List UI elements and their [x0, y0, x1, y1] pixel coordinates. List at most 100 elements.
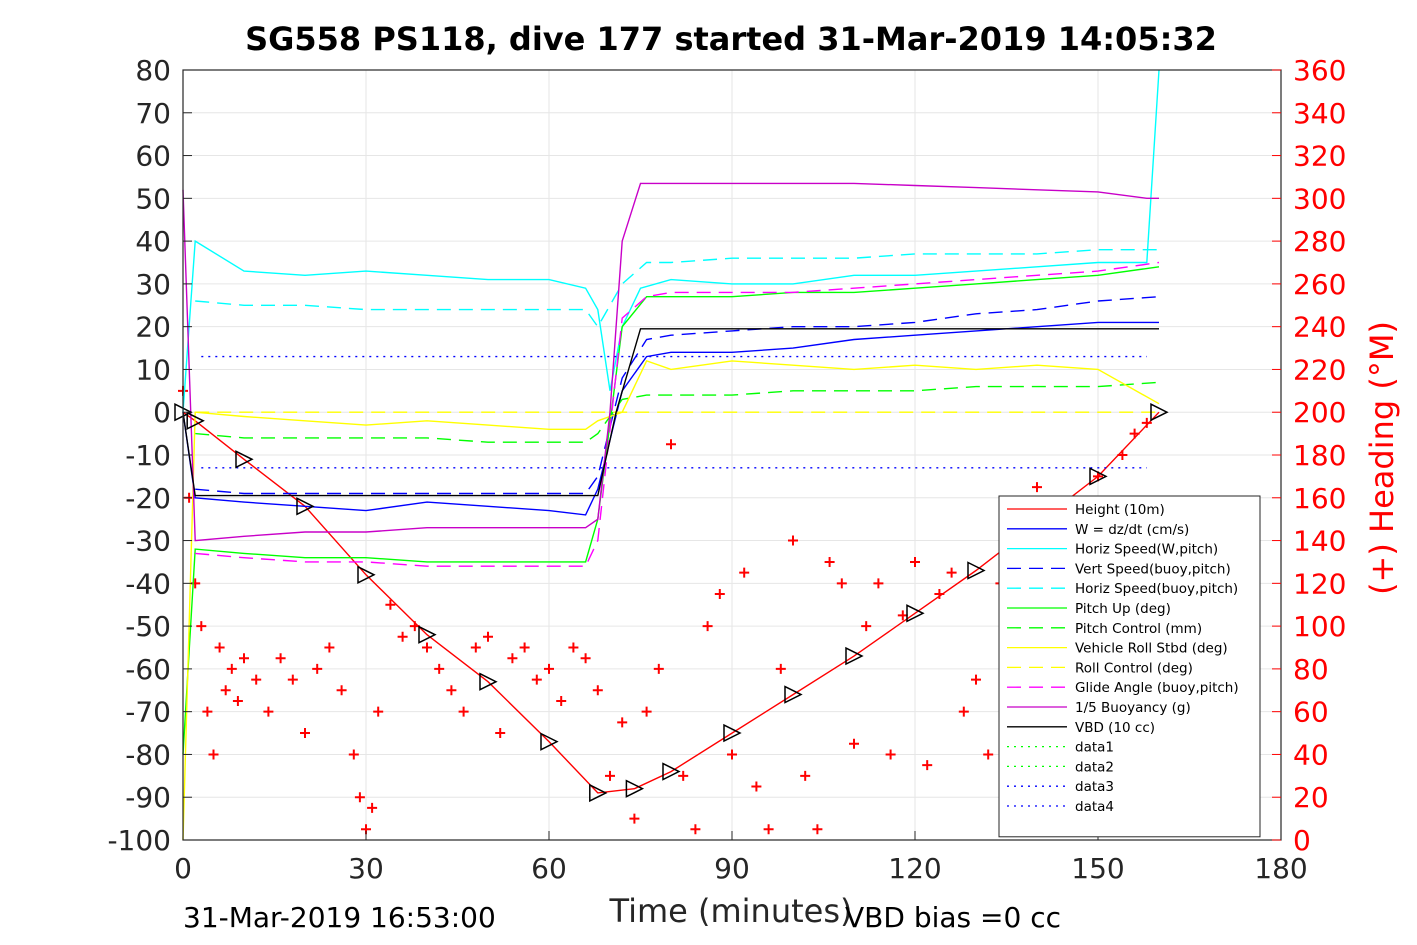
heading-marker — [971, 674, 981, 685]
legend-entry: Horiz Speed(W,pitch) — [1075, 542, 1218, 558]
y-right-tick-label: 100 — [1293, 610, 1346, 643]
y-tick-label: -80 — [125, 738, 171, 771]
heading-marker — [287, 674, 298, 685]
legend-entry: Pitch Up (deg) — [1075, 601, 1171, 617]
heading-marker — [800, 770, 811, 781]
heading-marker — [763, 824, 774, 835]
y-right-tick-label: 240 — [1293, 311, 1346, 344]
depth-marker — [625, 779, 645, 798]
heading-marker — [946, 567, 957, 578]
heading-marker — [220, 685, 231, 696]
legend-entry: 1/5 Buoyancy (g) — [1075, 700, 1191, 716]
heading-marker — [232, 695, 243, 706]
y-axis-right: 3603403203002802602402202001801601401201… — [1272, 54, 1346, 857]
legend-entry: Vehicle Roll Stbd (deg) — [1075, 641, 1228, 657]
y-tick-label: -30 — [125, 525, 171, 558]
y-right-tick-label: 60 — [1293, 696, 1329, 729]
footer-timestamp: 31-Mar-2019 16:53:00 — [183, 901, 496, 934]
heading-marker — [922, 760, 933, 771]
heading-marker — [275, 653, 286, 664]
heading-marker — [702, 621, 713, 632]
y-tick-label: 50 — [135, 182, 171, 215]
heading-marker — [641, 706, 652, 717]
heading-marker — [897, 610, 908, 621]
series-line — [182, 182, 1159, 542]
y-tick-label: -90 — [125, 781, 171, 814]
y-tick-label: -70 — [125, 696, 171, 729]
y-axis-left: 80 70 60 50 40 30 20 10 0 -10 -20 -30 -40 -50 -60 -70 -8… — [107, 54, 192, 857]
heading-marker — [739, 567, 750, 578]
heading-marker — [422, 642, 432, 653]
heading-marker — [208, 749, 219, 760]
heading-marker — [196, 621, 207, 632]
heading-marker — [446, 685, 457, 696]
heading-marker — [556, 695, 567, 706]
x-axis-label: Time (minutes) — [609, 892, 853, 930]
heading-marker — [324, 642, 335, 653]
heading-marker — [519, 642, 530, 653]
heading-marker — [458, 706, 469, 717]
depth-marker — [186, 411, 205, 430]
y-right-tick-label: 180 — [1293, 439, 1346, 472]
depth-marker — [906, 604, 925, 623]
y-tick-label: 80 — [135, 54, 171, 87]
y-tick-label: 70 — [135, 97, 171, 130]
depth-marker — [967, 561, 986, 580]
y-tick-label: 0 — [153, 396, 171, 429]
heading-marker — [312, 663, 323, 674]
y-right-tick-label: 140 — [1293, 525, 1346, 558]
heading-marker — [812, 824, 823, 835]
heading-marker — [373, 706, 384, 717]
depth-marker — [784, 685, 803, 704]
heading-marker — [885, 749, 896, 760]
legend-entry: data4 — [1075, 799, 1114, 815]
legend-entry: VBD (10 cc) — [1075, 720, 1155, 736]
heading-marker — [434, 663, 445, 674]
y-tick-label: 60 — [135, 140, 171, 173]
x-tick-label: 60 — [531, 852, 567, 885]
series-line — [195, 381, 1160, 443]
heading-marker — [483, 631, 493, 642]
heading-marker — [531, 674, 542, 685]
y-right-tick-label: 0 — [1293, 824, 1311, 857]
heading-marker — [666, 439, 676, 450]
x-axis: 0 30 60 90 120 150 180 — [174, 831, 1308, 885]
y-tick-label: 10 — [135, 353, 171, 386]
heading-marker — [751, 781, 762, 792]
heading-marker — [592, 685, 603, 696]
y-tick-label: -20 — [125, 482, 171, 515]
depth-marker — [235, 450, 254, 469]
x-tick-label: 90 — [714, 852, 750, 885]
heading-marker — [861, 621, 872, 632]
heading-marker — [617, 717, 628, 728]
heading-marker — [348, 749, 359, 760]
heading-marker — [544, 663, 554, 674]
depth-marker — [296, 497, 315, 516]
legend-entry: W = dz/dt (cm/s) — [1075, 522, 1189, 538]
legend: Height (10m) W = dz/dt (cm/s) Horiz Speed(… — [998, 495, 1261, 838]
heading-marker — [910, 556, 920, 567]
depth-marker — [418, 625, 437, 644]
depth-marker — [662, 762, 681, 781]
depth-marker — [723, 723, 742, 743]
heading-marker — [354, 792, 365, 803]
heading-marker — [300, 728, 310, 739]
chart-title: SG558 PS118, dive 177 started 31-Mar-201… — [245, 20, 1217, 58]
x-tick-label: 120 — [888, 852, 941, 885]
y-right-tick-label: 160 — [1293, 482, 1346, 515]
heading-marker — [580, 653, 591, 664]
heading-marker — [824, 556, 835, 567]
legend-entry: Glide Angle (buoy,pitch) — [1075, 680, 1239, 696]
legend-entry: Roll Control (deg) — [1075, 660, 1193, 676]
legend-entry: Pitch Control (mm) — [1075, 621, 1202, 637]
heading-marker — [690, 824, 701, 835]
legend-entry: data1 — [1075, 740, 1114, 756]
heading-marker — [367, 802, 378, 813]
y-right-tick-label: 200 — [1293, 396, 1346, 429]
y-right-tick-label: 40 — [1293, 738, 1329, 771]
heading-marker — [714, 589, 725, 600]
heading-marker — [727, 749, 737, 760]
heading-marker — [983, 749, 994, 760]
y-right-tick-label: 260 — [1293, 268, 1346, 301]
